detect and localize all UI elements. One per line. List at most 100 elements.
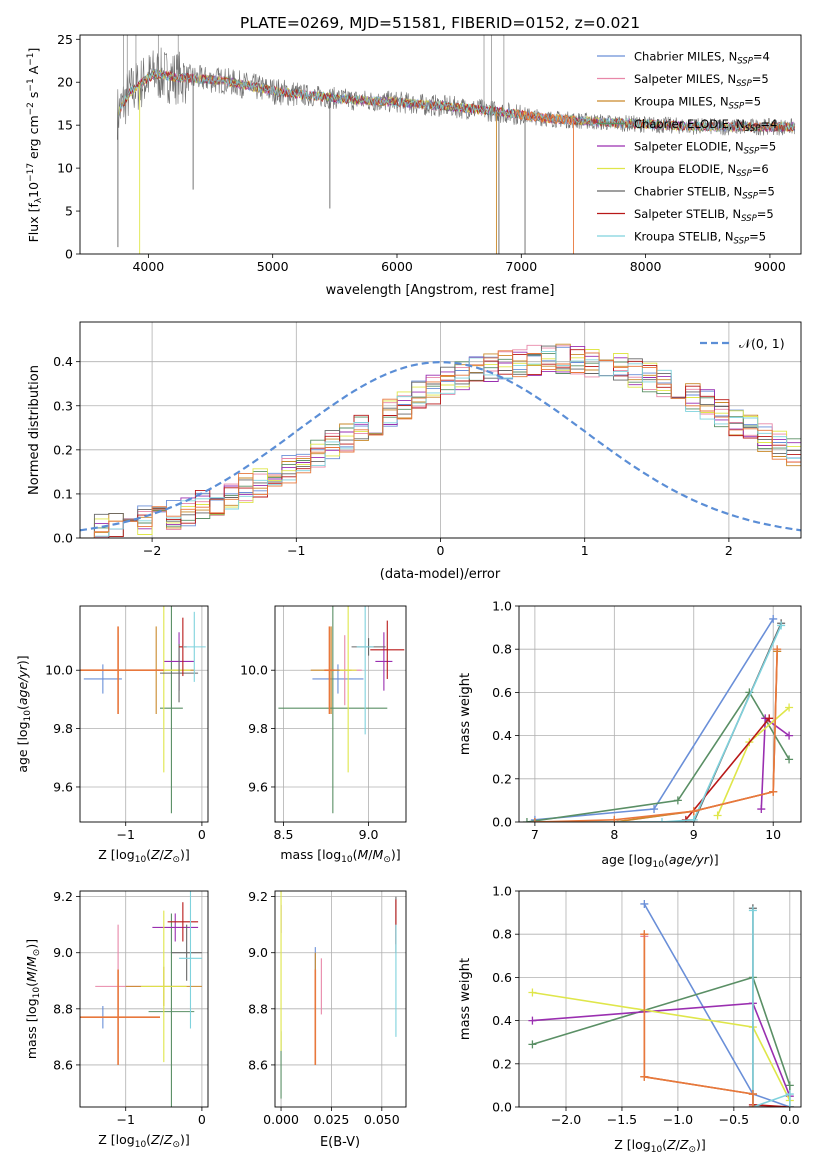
weight-series-median: [640, 930, 757, 1107]
weight-series-chabrier-miles: [530, 614, 778, 822]
x-axis-label: age [log10(age/yr)]: [601, 852, 718, 870]
weight-marker: [522, 818, 531, 822]
x-tick-label: 6000: [381, 259, 413, 274]
y-tick-label: 0.3: [53, 398, 73, 413]
x-tick-label: 9.0: [359, 827, 379, 842]
age-vs-mass-panel: 8.5 9.0 9.6 9.8 10.0 mass [log10(M/M⊙)]: [240, 605, 407, 865]
legend-entry-salpeter-miles: Salpeter MILES, NSSP=5: [634, 72, 769, 89]
legend: 𝒩(0, 1): [700, 336, 785, 351]
y-tick-label: 0.6: [492, 685, 512, 700]
weight-marker: [785, 1081, 794, 1090]
y-axis-label: Flux [fλ10−17 erg cm−2 s−1 A−1]: [26, 48, 44, 243]
y-tick-label: 0: [65, 247, 73, 262]
errorbar-salpeter-stelib: [167, 902, 199, 942]
x-axis-label: wavelength [Angstrom, rest frame]: [326, 283, 555, 298]
x-axis-label: E(B-V): [320, 1135, 360, 1150]
axes-frame: [518, 605, 802, 823]
y-tick-label: 15: [57, 118, 73, 133]
weight-series-chabrier-stelib: [748, 904, 794, 1107]
y-axis-label: mass weight: [458, 673, 473, 755]
errorbar-chabrier-stelib: [160, 643, 199, 703]
y-tick-label: 1.0: [492, 884, 512, 899]
weight-marker: [773, 645, 782, 654]
y-tick-label: 9.8: [248, 721, 268, 736]
x-tick-label: 0.0: [780, 1112, 800, 1127]
y-tick-label: 9.0: [248, 945, 268, 960]
x-tick-label: −1: [116, 827, 134, 842]
errorbar-median: [324, 626, 335, 714]
x-tick-label: −1.5: [607, 1112, 637, 1127]
gaussian-reference-curve: [80, 360, 801, 532]
x-tick-label: 0.025: [314, 1112, 350, 1127]
x-tick-label: 7: [531, 827, 539, 842]
plot-area: [80, 343, 801, 538]
axes-frame: [274, 890, 407, 1108]
weight-marker: [640, 1072, 649, 1081]
weight-marker: [748, 1103, 757, 1107]
y-axis-label: age [log10(age/yr)]: [15, 655, 33, 772]
y-tick-label: 0.2: [492, 1056, 512, 1071]
weight-marker: [650, 805, 659, 814]
weight-marker: [769, 614, 778, 623]
weight-marker: [528, 988, 537, 997]
weight-marker: [748, 906, 757, 915]
legend-entry-gaussian: 𝒩(0, 1): [739, 336, 785, 351]
errorbar-kroupa-stelib: [179, 891, 202, 1029]
weight-marker: [785, 1103, 794, 1107]
legend-entry-chabrier-stelib: Chabrier STELIB, NSSP=5: [634, 185, 775, 202]
histogram-step-9: [80, 350, 801, 538]
legend-entry-salpeter-elodie: Salpeter ELODIE, NSSP=5: [634, 140, 776, 157]
y-axis-label: mass weight: [458, 958, 473, 1040]
x-axis-label: Z [log10(Z/Z⊙)]: [98, 847, 190, 865]
x-tick-label: 0.050: [364, 1112, 400, 1127]
y-tick-label: 0.8: [492, 642, 512, 657]
x-axis-label: Z [log10(Z/Z⊙)]: [98, 1132, 190, 1150]
plot-area: [528, 899, 794, 1107]
y-tick-label: 9.0: [53, 945, 73, 960]
weight-line: [532, 976, 791, 1107]
weight-line: [534, 622, 782, 822]
weight-marker: [785, 1090, 794, 1099]
errorbar-median: [80, 969, 160, 1065]
x-tick-label: 8000: [630, 259, 662, 274]
y-tick-label: 0.2: [492, 771, 512, 786]
y-tick-label: 20: [57, 75, 73, 90]
y-tick-label: 8.6: [53, 1057, 73, 1072]
weight-line: [685, 717, 770, 821]
x-tick-label: 0: [198, 827, 206, 842]
weight-marker: [785, 703, 794, 712]
x-tick-label: 0: [198, 1112, 206, 1127]
y-axis-label: Normed distribution: [27, 365, 42, 495]
x-tick-label: 9000: [754, 259, 786, 274]
y-tick-label: 10: [57, 161, 73, 176]
weight-marker: [785, 731, 794, 740]
y-tick-label: 0.0: [492, 815, 512, 830]
errorbar-chabrier-miles: [312, 664, 364, 694]
x-axis-label: (data-model)/error: [380, 567, 501, 582]
legend-entry-kroupa-miles: Kroupa MILES, NSSP=5: [634, 95, 761, 112]
weight-marker: [640, 930, 649, 939]
y-tick-label: 9.6: [248, 779, 268, 794]
weight-series-chabrier-elodie: [522, 688, 794, 822]
x-tick-label: 5000: [257, 259, 289, 274]
x-tick-label: 0.000: [263, 1112, 299, 1127]
legend-entry-kroupa-elodie: Kroupa ELODIE, NSSP=6: [634, 162, 769, 179]
mass-vs-metallicity-panel: −1 0 8.6 8.8 9.0 9.2 Z [log10(Z/Z⊙)] mass [log1…: [24, 889, 209, 1150]
x-axis-label: Z [log10(Z/Z⊙)]: [614, 1137, 706, 1155]
y-tick-label: 0.2: [53, 442, 73, 457]
errorbar-chabrier-elodie: [278, 606, 388, 814]
x-tick-label: 8.5: [274, 827, 294, 842]
weight-marker: [528, 1016, 537, 1025]
mass-weight-vs-age-panel: 7 8 9 10 0.0 0.2 0.4 0.6 0.8 1.0 age [log10(age/yr…: [458, 599, 802, 870]
figure-title: PLATE=0269, MJD=51581, FIBERID=0152, z=0…: [240, 14, 640, 32]
y-tick-label: 10.0: [45, 663, 73, 678]
weight-series-kroupa-stelib: [530, 621, 786, 822]
weight-series-salpeter-elodie: [528, 999, 794, 1101]
mass-weight-vs-metallicity-panel: −2.0 −1.5 −1.0 −0.5 0.0 0.0 0.2 0.4 0.6 0.8 1.0 Z […: [458, 884, 802, 1155]
weight-marker: [689, 807, 698, 816]
weight-marker: [765, 714, 774, 723]
y-tick-label: 9.2: [53, 889, 73, 904]
y-tick-label: 8.8: [53, 1001, 73, 1016]
plot-area: [278, 606, 405, 814]
